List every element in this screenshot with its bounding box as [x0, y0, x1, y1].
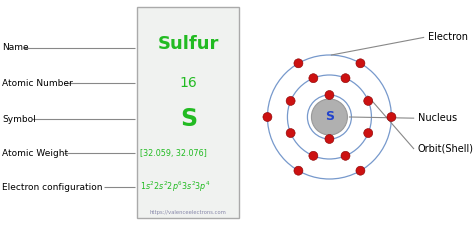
Circle shape	[364, 96, 373, 106]
Text: Electron configuration: Electron configuration	[2, 183, 103, 192]
Circle shape	[309, 151, 318, 160]
Circle shape	[364, 128, 373, 138]
Circle shape	[294, 166, 303, 175]
Text: Atomic Number: Atomic Number	[2, 79, 73, 88]
Circle shape	[263, 113, 272, 121]
Text: 16: 16	[180, 76, 197, 90]
Circle shape	[356, 166, 365, 175]
Text: Name: Name	[2, 44, 29, 52]
Text: Symbol: Symbol	[2, 115, 36, 124]
Circle shape	[387, 113, 396, 121]
Circle shape	[286, 96, 295, 106]
Circle shape	[325, 135, 334, 143]
Text: Sulfur: Sulfur	[158, 36, 219, 53]
FancyBboxPatch shape	[137, 7, 239, 218]
Circle shape	[294, 59, 303, 68]
Text: [32.059, 32.076]: [32.059, 32.076]	[140, 149, 207, 158]
Circle shape	[341, 74, 350, 83]
Text: https://valenceelectrons.com: https://valenceelectrons.com	[150, 210, 227, 216]
Text: S: S	[180, 107, 197, 131]
Circle shape	[309, 74, 318, 83]
Circle shape	[356, 59, 365, 68]
Circle shape	[325, 91, 334, 99]
Circle shape	[311, 99, 347, 135]
Circle shape	[286, 128, 295, 138]
Text: Electron: Electron	[428, 33, 468, 42]
Text: Nucleus: Nucleus	[418, 113, 457, 123]
Text: Orbit(Shell): Orbit(Shell)	[418, 144, 474, 154]
Text: $1s^22s^22p^63s^23p^4$: $1s^22s^22p^63s^23p^4$	[140, 180, 210, 194]
Text: S: S	[325, 110, 334, 124]
Text: Atomic Weight: Atomic Weight	[2, 149, 69, 158]
Circle shape	[341, 151, 350, 160]
